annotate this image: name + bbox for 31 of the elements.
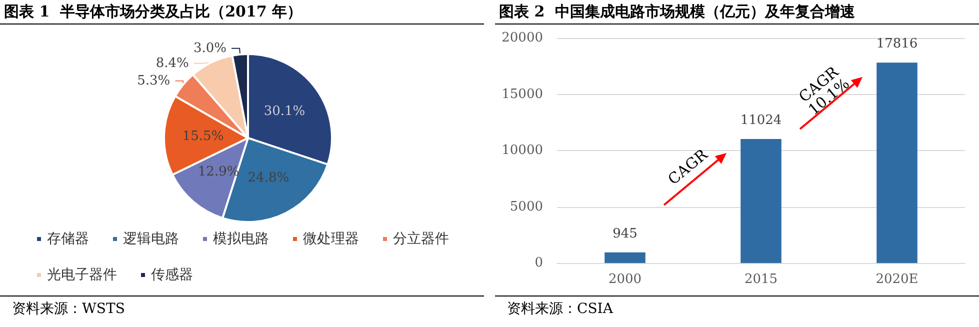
- text: 资料来源：WSTS: [12, 301, 125, 317]
- legend-label: 分立器件: [393, 231, 449, 247]
- data-label: 11024: [740, 112, 782, 128]
- data-label: 17816: [876, 36, 918, 52]
- legend-label: 逻辑电路: [123, 231, 179, 247]
- data-label: 30.1%: [264, 104, 306, 120]
- x-tick-label: 2000: [608, 272, 642, 287]
- chart-title: 图表 2 中国集成电路市场规模（亿元）及年复合增速: [499, 2, 856, 20]
- x-tick-label: 2020E: [876, 272, 918, 287]
- data-label: 15.5%: [182, 128, 224, 144]
- y-tick-label: 5000: [510, 199, 543, 214]
- legend-label: 光电子器件: [47, 267, 117, 283]
- x-tick-label: 2015: [744, 272, 778, 287]
- y-tick-label: 15000: [502, 86, 543, 102]
- bar: [876, 62, 918, 263]
- bar: [604, 252, 646, 263]
- legend-label: 传感器: [151, 267, 193, 283]
- legend-label: 模拟电路: [213, 231, 269, 247]
- y-tick-label: 10000: [502, 143, 543, 158]
- data-label: 8.4%: [156, 56, 189, 71]
- chart-title: 图表 1 半导体市场分类及占比（2017 年）: [4, 2, 302, 20]
- legend-label: 微处理器: [303, 231, 359, 247]
- y-tick-label: 20000: [502, 30, 543, 46]
- y-tick-label: 0: [534, 256, 543, 270]
- legend-label: 存储器: [47, 231, 89, 247]
- data-label: 24.8%: [248, 170, 290, 186]
- data-label: 5.3%: [137, 73, 170, 88]
- text: 资料来源：CSIA: [507, 301, 614, 317]
- bar: [740, 138, 782, 263]
- data-label: 945: [612, 226, 638, 242]
- data-label: 3.0%: [194, 40, 227, 56]
